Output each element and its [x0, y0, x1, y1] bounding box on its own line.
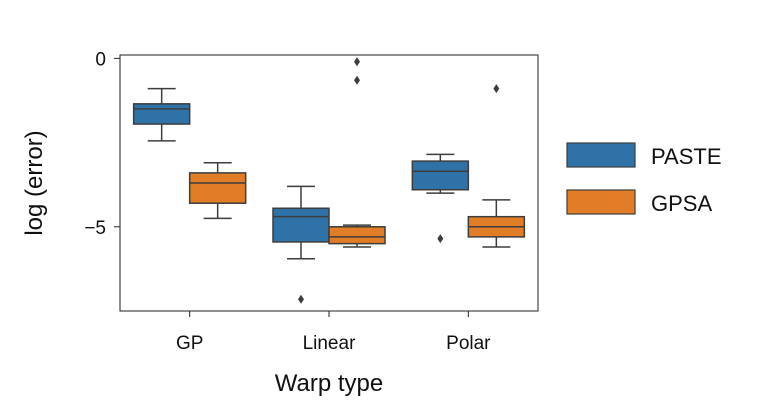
plot-marks [132, 57, 526, 304]
box-gp-paste [132, 87, 191, 142]
box-linear-paste-iqr [272, 207, 330, 243]
x-tick-label-2: Polar [446, 333, 491, 354]
box-polar-gpsa [467, 84, 526, 248]
box-linear-gpsa-outlier-0 [354, 75, 360, 85]
legend-label-gpsa: GPSA [651, 191, 712, 216]
legend-swatch-paste [566, 142, 636, 168]
box-polar-paste [411, 153, 470, 244]
y-tick-label-1: −5 [84, 218, 106, 239]
legend: PASTE GPSA [566, 142, 722, 216]
box-gp-paste-iqr [132, 103, 191, 125]
box-linear-gpsa-iqr [328, 226, 386, 245]
box-linear-paste [272, 185, 330, 304]
axes: 0 −5 GP Linear Polar [84, 49, 491, 354]
box-polar-paste-iqr [411, 160, 470, 191]
y-tick-label-0: 0 [95, 49, 106, 70]
box-polar-paste-outlier-0 [437, 234, 444, 244]
box-linear-gpsa [328, 57, 386, 248]
legend-label-paste: PASTE [651, 144, 722, 169]
box-linear-paste-outlier-0 [298, 294, 304, 304]
box-gp-gpsa [188, 162, 247, 220]
box-gp-gpsa-iqr [188, 172, 247, 204]
plot-frame [119, 54, 539, 312]
x-tick-label-1: Linear [303, 333, 356, 354]
legend-swatch-gpsa [566, 189, 636, 215]
y-axis-title: log (error) [21, 130, 48, 235]
box-polar-gpsa-outlier-0 [493, 84, 500, 94]
box-linear-gpsa-outlier-1 [354, 57, 360, 67]
x-axis-title: Warp type [275, 370, 383, 397]
x-tick-label-0: GP [176, 333, 203, 354]
